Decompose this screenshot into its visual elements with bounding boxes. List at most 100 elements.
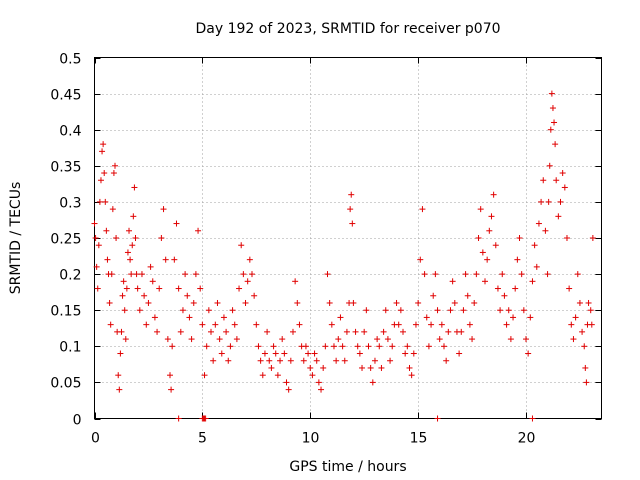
data-point bbox=[576, 299, 583, 306]
data-point bbox=[436, 336, 443, 343]
data-point bbox=[499, 271, 506, 278]
data-point bbox=[365, 343, 372, 350]
data-point bbox=[190, 299, 197, 306]
data-point bbox=[123, 285, 130, 292]
data-point bbox=[307, 364, 314, 371]
data-point bbox=[253, 321, 260, 328]
data-point bbox=[138, 271, 145, 278]
data-point bbox=[231, 321, 238, 328]
y-tick-label: 0.5 bbox=[59, 52, 81, 68]
data-point bbox=[563, 235, 570, 241]
data-point bbox=[361, 328, 368, 335]
data-point bbox=[408, 372, 415, 379]
data-point bbox=[549, 105, 556, 112]
data-point bbox=[126, 227, 133, 234]
data-point bbox=[169, 343, 176, 350]
data-point bbox=[359, 364, 366, 371]
data-point bbox=[518, 271, 525, 278]
data-point bbox=[354, 343, 361, 350]
data-point bbox=[248, 271, 255, 278]
y-tick-label: 0.2 bbox=[59, 268, 81, 284]
data-point bbox=[552, 141, 559, 148]
data-point bbox=[236, 285, 243, 292]
data-point bbox=[292, 278, 299, 285]
data-point bbox=[175, 285, 182, 292]
x-tick-label: 20 bbox=[518, 431, 536, 447]
tick-layer: 0 0.05 0.1 0.15 0.2 0.25 0.3 0.35 0.4 0.45 0.5 0 5 10… bbox=[50, 52, 602, 447]
data-point bbox=[462, 271, 469, 278]
data-point bbox=[326, 299, 333, 306]
data-point bbox=[164, 336, 171, 343]
data-point bbox=[574, 271, 581, 278]
data-point bbox=[287, 357, 294, 364]
data-point bbox=[285, 386, 292, 393]
data-point bbox=[259, 372, 266, 379]
data-point bbox=[116, 386, 123, 393]
data-point bbox=[233, 336, 240, 343]
data-point bbox=[289, 328, 296, 335]
data-point bbox=[182, 271, 189, 278]
data-point bbox=[173, 220, 180, 227]
data-point bbox=[158, 235, 165, 241]
data-point bbox=[216, 336, 223, 343]
data-point bbox=[102, 198, 109, 205]
data-point bbox=[423, 314, 430, 321]
data-point bbox=[121, 307, 128, 314]
data-point bbox=[510, 314, 517, 321]
data-point bbox=[107, 321, 114, 328]
data-point bbox=[421, 271, 428, 278]
x-tick-label: 0 bbox=[91, 431, 100, 447]
data-point bbox=[533, 263, 540, 270]
y-tick-label: 0.35 bbox=[50, 160, 81, 176]
data-point bbox=[347, 206, 354, 213]
data-point bbox=[503, 321, 510, 328]
data-point bbox=[384, 336, 391, 343]
data-point bbox=[214, 299, 221, 306]
data-point bbox=[225, 357, 232, 364]
data-point bbox=[113, 235, 120, 241]
data-point bbox=[95, 242, 102, 249]
data-point bbox=[428, 321, 435, 328]
data-point bbox=[96, 198, 103, 205]
data-point bbox=[257, 357, 264, 364]
data-point bbox=[348, 191, 355, 198]
data-point bbox=[587, 307, 594, 314]
data-point bbox=[363, 307, 370, 314]
data-point bbox=[145, 299, 152, 306]
data-point bbox=[481, 278, 488, 285]
data-point bbox=[566, 285, 573, 292]
data-point bbox=[195, 227, 202, 234]
data-point bbox=[177, 328, 184, 335]
data-point bbox=[154, 328, 161, 335]
data-point bbox=[583, 379, 590, 386]
data-point bbox=[127, 256, 134, 263]
data-point bbox=[128, 271, 135, 278]
data-point bbox=[545, 198, 552, 205]
data-point bbox=[507, 336, 514, 343]
data-point bbox=[160, 206, 167, 213]
data-point bbox=[240, 271, 247, 278]
data-point bbox=[261, 350, 268, 357]
data-point bbox=[108, 271, 115, 278]
data-point bbox=[553, 177, 560, 184]
data-point bbox=[557, 198, 564, 205]
data-point bbox=[251, 292, 258, 299]
data-point bbox=[333, 357, 340, 364]
data-point bbox=[277, 357, 284, 364]
data-point bbox=[255, 343, 262, 350]
data-point bbox=[475, 235, 482, 241]
x-tick-label: 15 bbox=[410, 431, 428, 447]
data-point bbox=[430, 292, 437, 299]
data-point bbox=[356, 350, 363, 357]
data-point bbox=[488, 213, 495, 220]
data-point bbox=[171, 256, 178, 263]
data-point bbox=[315, 379, 322, 386]
data-point bbox=[402, 350, 409, 357]
data-point bbox=[188, 336, 195, 343]
data-point bbox=[494, 285, 501, 292]
data-point bbox=[210, 357, 217, 364]
data-point bbox=[451, 299, 458, 306]
data-point bbox=[505, 307, 512, 314]
data-point bbox=[313, 357, 320, 364]
